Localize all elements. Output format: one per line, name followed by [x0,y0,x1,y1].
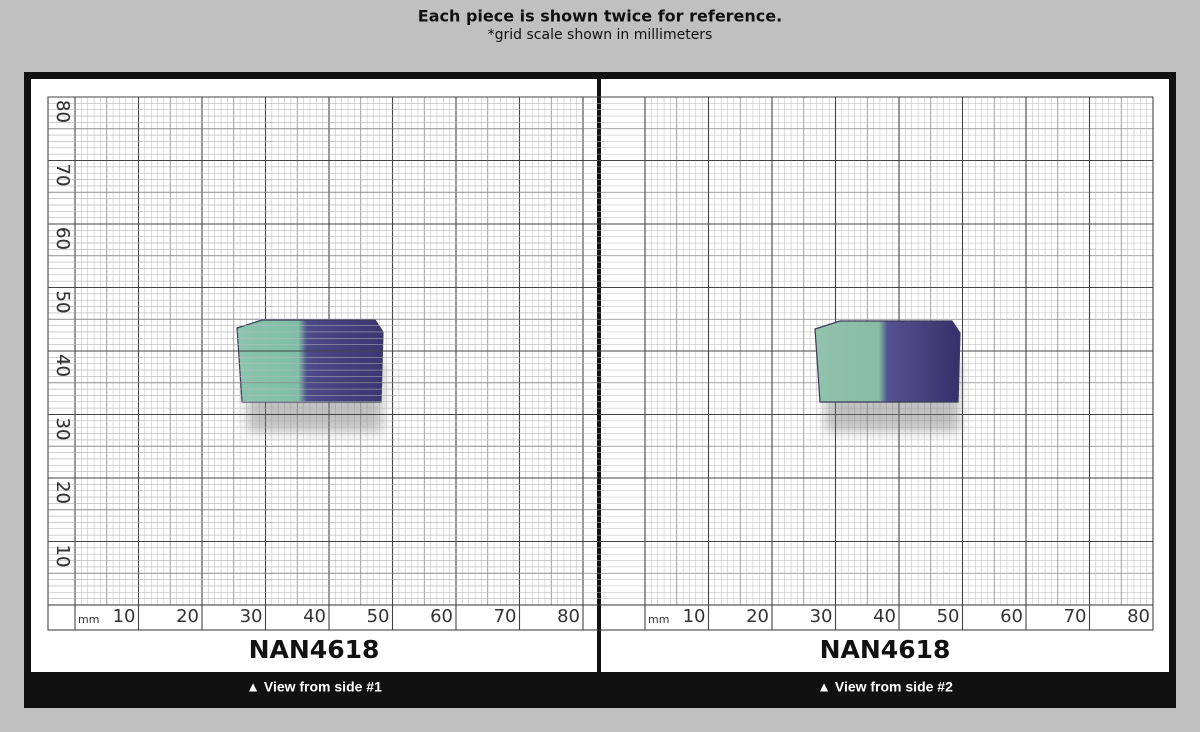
y-scale-label: 30 [52,418,73,441]
x-scale-label: 30 [240,606,263,627]
unit-bg [646,606,676,628]
x-scale-label: 60 [1000,606,1023,627]
y-scale-label: 20 [52,481,73,504]
sample-id: NAN4618 [820,635,951,664]
stone [236,319,384,403]
x-scale-label: 70 [494,606,517,627]
unit-label: mm [78,613,99,626]
y-scale-label: 80 [52,100,73,123]
x-scale-label: 10 [683,606,706,627]
panel: 10 20 30 40 50 60 70 80 10 20 30 40 50 60 70 80 mm NAN461… [47,79,1169,695]
caption: ▲ View from side #1 [246,679,382,695]
y-scale-label: 10 [52,545,73,568]
x-scale-label: 80 [557,606,580,627]
unit-bg [76,606,106,628]
x-scale-label: 70 [1064,606,1087,627]
x-scale-label: 60 [430,606,453,627]
y-scale-label: 80 [52,100,73,123]
y-scale-label: 60 [52,227,73,250]
x-scale-label: 20 [176,606,199,627]
x-scale-label: 10 [113,606,136,627]
y-scale-label: 50 [52,291,73,314]
caption: ▲ View from side #2 [817,679,953,695]
x-scale-label: 50 [937,606,960,627]
y-scale-label: 20 [52,481,73,504]
page-subtitle: *grid scale shown in millimeters [488,27,713,43]
y-scale-label: 70 [52,164,73,187]
panel: 10 20 30 40 50 60 70 80 10 20 30 40 50 60 70 80 mm NAN461… [31,79,597,695]
x-scale-label: 20 [746,606,769,627]
page-title: Each piece is shown twice for reference. [418,7,782,26]
y-scale-label: 60 [52,227,73,250]
y-scale-label: 30 [52,418,73,441]
x-scale-label: 40 [873,606,896,627]
x-scale-label: 30 [810,606,833,627]
y-scale-label: 70 [52,164,73,187]
x-scale-label: 50 [367,606,390,627]
x-scale-label: 40 [303,606,326,627]
unit-label: mm [648,613,669,626]
y-scale-label: 10 [52,545,73,568]
y-scale-label: 40 [52,354,73,377]
y-scale-label: 50 [52,291,73,314]
sample-id: NAN4618 [249,635,380,664]
x-scale-label: 80 [1127,606,1150,627]
y-scale-label: 40 [52,354,73,377]
stone [814,320,961,403]
